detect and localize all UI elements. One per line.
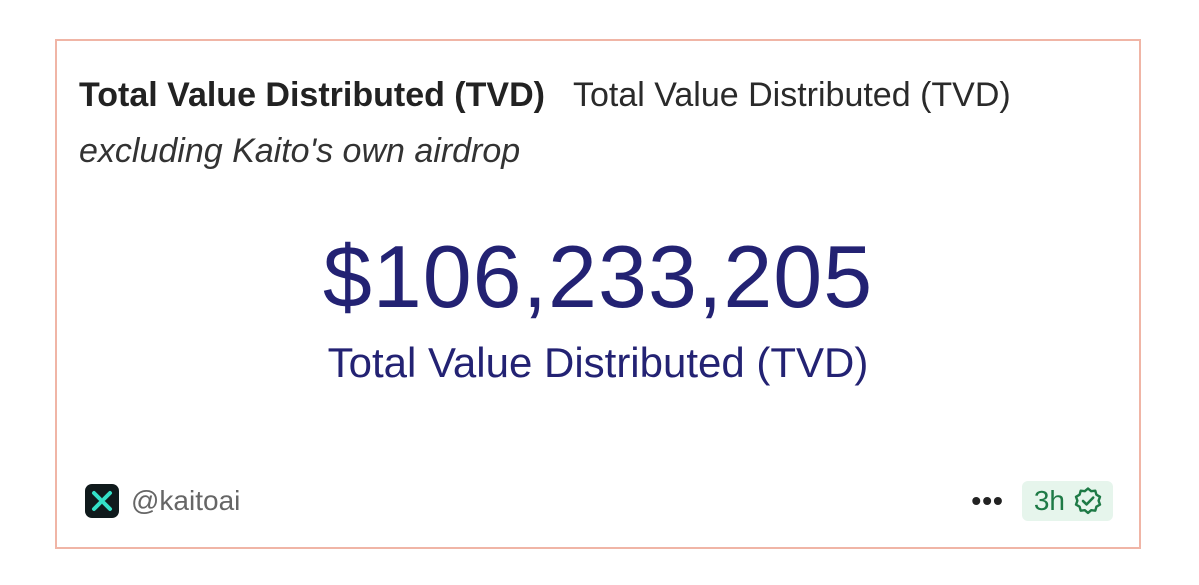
metric-label: Total Value Distributed (TVD) [327,339,869,386]
card-footer: @kaitoai ••• 3h [85,479,1113,523]
kaito-logo-icon [85,484,119,518]
tvd-card: Total Value Distributed (TVD) Total Value… [55,39,1141,549]
time-label: 3h [1033,485,1065,516]
metric-value: $106,233,205 [322,227,874,326]
title-line: Total Value Distributed (TVD) Total Value… [79,75,1119,115]
card-subtitle: excluding Kaito's own airdrop [79,132,521,170]
verified-check-icon [1073,486,1103,516]
source-handle[interactable]: @kaitoai [131,485,241,516]
metric-block: $106,233,205 Total Value Distributed (TV… [57,227,1139,387]
card-title: Total Value Distributed (TVD) [79,76,545,114]
time-badge[interactable]: 3h [1021,481,1113,521]
footer-actions: ••• 3h [967,479,1113,523]
card-title-secondary: Total Value Distributed (TVD) [572,76,1011,114]
more-options-icon[interactable]: ••• [971,485,1004,516]
card-header: Total Value Distributed (TVD) Total Value… [79,75,1119,171]
source-link[interactable]: @kaitoai [85,479,240,523]
